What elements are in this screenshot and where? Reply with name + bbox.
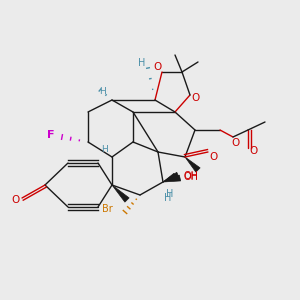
- Text: O: O: [231, 138, 239, 148]
- Text: O: O: [192, 93, 200, 103]
- Text: H: H: [138, 58, 146, 68]
- Text: H: H: [100, 145, 107, 154]
- Text: OH: OH: [183, 171, 198, 181]
- Text: O: O: [209, 152, 217, 162]
- Text: O: O: [153, 62, 161, 72]
- Polygon shape: [112, 185, 129, 202]
- Text: H: H: [166, 189, 174, 199]
- Polygon shape: [163, 173, 176, 182]
- Text: Br: Br: [102, 204, 113, 214]
- Text: OH: OH: [183, 172, 198, 182]
- Text: H: H: [164, 193, 172, 203]
- Polygon shape: [163, 172, 179, 182]
- Text: O: O: [11, 195, 19, 205]
- Text: F: F: [46, 130, 54, 140]
- Text: O: O: [249, 146, 257, 156]
- Polygon shape: [163, 175, 181, 182]
- Polygon shape: [185, 157, 200, 172]
- Text: H: H: [99, 88, 105, 97]
